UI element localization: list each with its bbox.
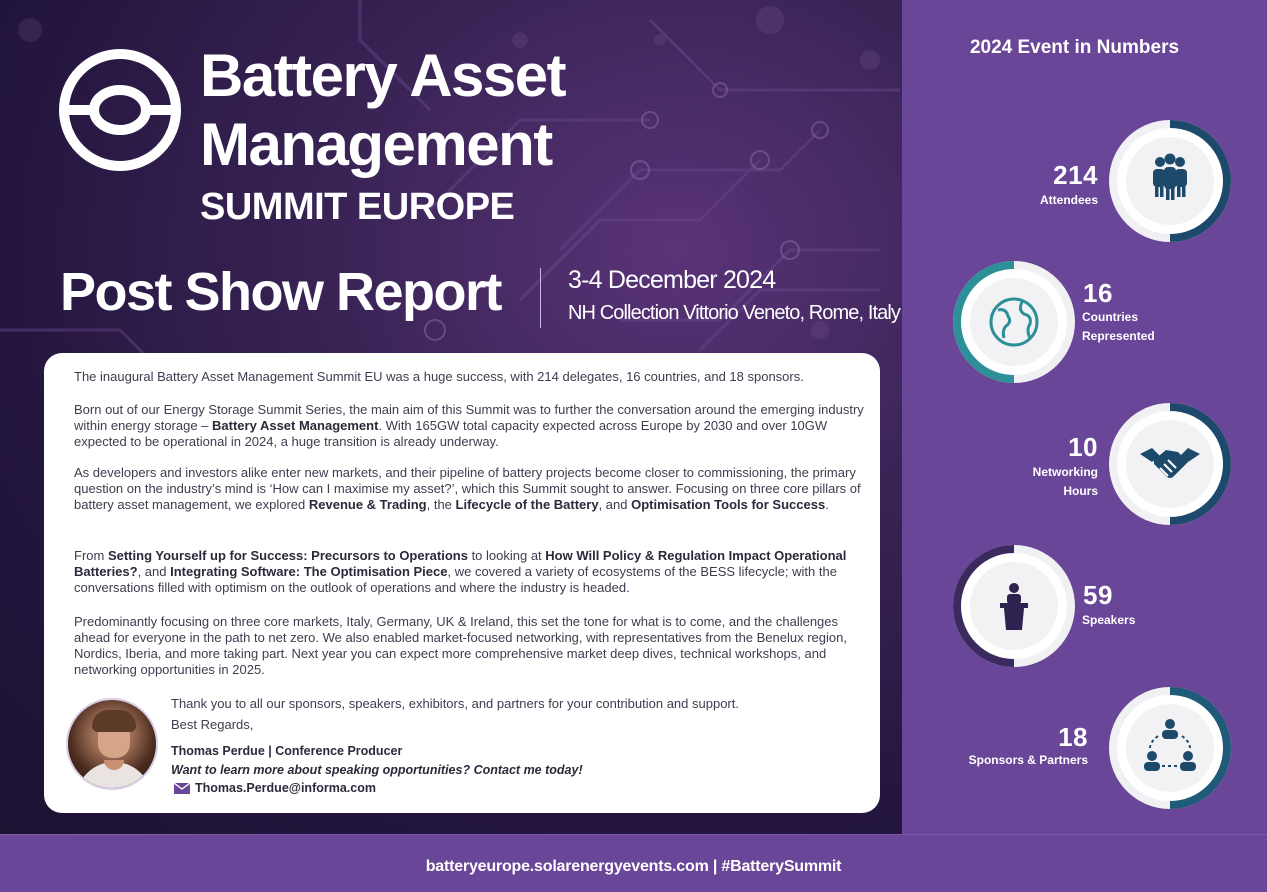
intro-card: The inaugural Battery Asset Management S…	[44, 353, 880, 813]
stats-heading: 2024 Event in Numbers	[969, 37, 1180, 58]
intro-paragraph-5: Predominantly focusing on three core mar…	[74, 614, 847, 677]
email-link[interactable]: Thomas.Perdue@informa.com	[174, 781, 376, 795]
stat-attendees-value: 214	[1053, 160, 1098, 190]
regards-text: Best Regards,	[171, 717, 254, 732]
email-address: Thomas.Perdue@informa.com	[195, 781, 376, 795]
summit-title-line3: SUMMIT EUROPE	[200, 186, 515, 228]
stat-sponsors-label: Sponsors & Partners	[968, 753, 1088, 767]
footer-bar: batteryeurope.solarenergyevents.com | #B…	[0, 834, 1267, 892]
mail-icon	[174, 782, 190, 794]
globe-icon	[989, 297, 1039, 347]
stat-disc-sponsors	[1109, 687, 1231, 809]
stat-disc-countries	[953, 261, 1075, 383]
stats-panel: 2024 Event in Numbers 214 Attendees 16 C…	[902, 0, 1267, 834]
intro-paragraph-4: From Setting Yourself up for Success: Pr…	[74, 548, 847, 595]
summit-title-line2: Management	[200, 111, 553, 178]
signature-name: Thomas Perdue | Conference Producer	[171, 744, 403, 758]
intro-paragraph-3: As developers and investors alike enter …	[74, 465, 861, 512]
footer-text: batteryeurope.solarenergyevents.com | #B…	[0, 858, 1267, 876]
speaking-cta: Want to learn more about speaking opport…	[171, 763, 583, 777]
thanks-text: Thank you to all our sponsors, speakers,…	[171, 696, 739, 711]
summit-logo-icon	[59, 49, 181, 171]
stat-disc-attendees	[1109, 120, 1231, 242]
stat-disc-speakers	[953, 545, 1075, 667]
hero-panel: Battery Asset Management SUMMIT EUROPE P…	[0, 0, 902, 834]
footer-separator: |	[712, 858, 718, 875]
stat-attendees-label: Attendees	[1039, 193, 1098, 207]
event-venue: NH Collection Vittorio Veneto, Rome, Ita…	[568, 302, 901, 324]
network-people-icon	[1144, 719, 1196, 771]
stat-sponsors-value: 18	[1058, 722, 1088, 752]
stat-disc-networking	[1109, 403, 1231, 525]
hashtag-link[interactable]: #BatterySummit	[721, 858, 842, 875]
intro-paragraph-2: Born out of our Energy Storage Summit Se…	[74, 402, 864, 449]
stat-speakers-value: 59	[1083, 580, 1113, 610]
stat-networking-label: Networking Hours	[1032, 465, 1098, 498]
speaker-podium-icon	[1000, 583, 1028, 630]
stat-countries-label: Countries Represented	[1082, 310, 1155, 343]
circuit-background	[0, 0, 900, 399]
avatar	[66, 698, 158, 790]
intro-paragraph-1: The inaugural Battery Asset Management S…	[74, 369, 804, 384]
title-divider	[540, 268, 541, 328]
event-date: 3-4 December 2024	[568, 266, 776, 294]
website-link[interactable]: batteryeurope.solarenergyevents.com	[425, 858, 709, 875]
stat-networking-value: 10	[1068, 432, 1098, 462]
summit-title-line1: Battery Asset	[200, 42, 567, 109]
stat-speakers-label: Speakers	[1082, 613, 1136, 627]
people-group-icon	[1153, 153, 1187, 200]
report-title: Post Show Report	[60, 262, 503, 322]
stat-countries-value: 16	[1083, 278, 1113, 308]
